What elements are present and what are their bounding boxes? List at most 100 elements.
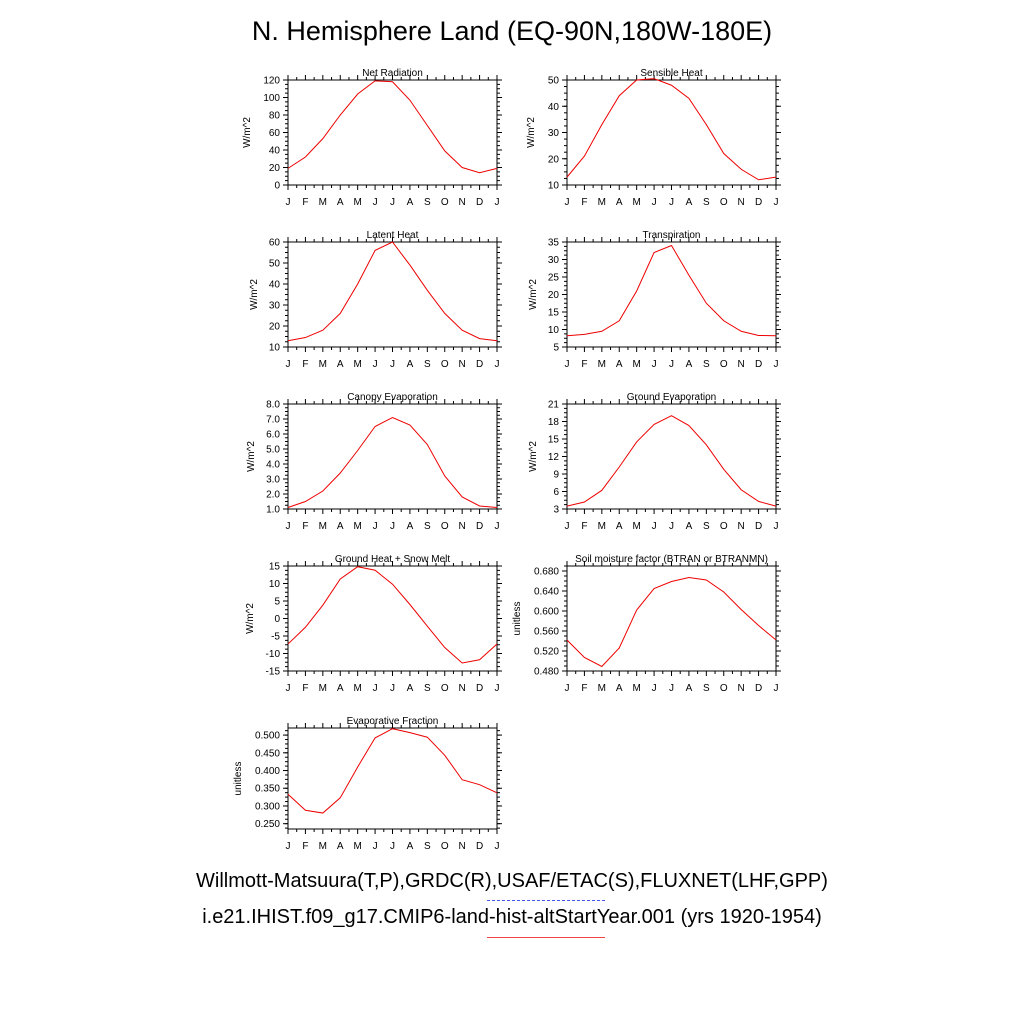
x-tick-label: M [353, 197, 361, 208]
y-tick-label: 6.0 [266, 430, 280, 441]
x-tick-label: J [390, 683, 395, 694]
y-tick-label: 10 [269, 343, 281, 354]
x-tick-label: S [703, 197, 710, 208]
chart-title: Latent Heat [367, 230, 419, 241]
plot-frame [566, 241, 777, 348]
y-tick-label: 100 [263, 93, 280, 104]
x-tick-label: N [459, 359, 466, 370]
y-axis-label: W/m^2 [528, 279, 539, 310]
x-tick-label: J [390, 521, 395, 532]
x-tick-label: A [407, 521, 414, 532]
x-tick-label: J [495, 841, 500, 852]
x-tick-label: F [581, 521, 587, 532]
x-tick-label: S [703, 359, 710, 370]
x-tick-label: S [703, 683, 710, 694]
x-tick-label: O [720, 359, 728, 370]
x-tick-label: J [652, 359, 657, 370]
x-tick-label: D [755, 359, 762, 370]
x-tick-label: O [441, 521, 449, 532]
x-tick-label: F [581, 359, 587, 370]
y-tick-label: 80 [269, 111, 281, 122]
x-tick-label: M [319, 521, 327, 532]
x-tick-label: J [565, 359, 570, 370]
x-tick-label: D [755, 683, 762, 694]
y-tick-label: 60 [269, 128, 281, 139]
x-tick-label: J [286, 841, 291, 852]
x-tick-label: S [703, 521, 710, 532]
x-tick-label: D [476, 521, 483, 532]
x-tick-label: M [353, 521, 361, 532]
x-tick-label: M [598, 521, 606, 532]
series-line [566, 415, 777, 507]
x-tick-label: J [373, 683, 378, 694]
x-tick-label: O [720, 521, 728, 532]
series-line [287, 566, 498, 664]
y-tick-label: 3 [553, 505, 559, 516]
y-tick-label: 0.680 [534, 567, 559, 578]
y-tick-label: 0.350 [255, 784, 280, 795]
y-tick-label: 40 [269, 146, 281, 157]
y-tick-label: 40 [548, 102, 560, 113]
x-tick-label: S [424, 197, 431, 208]
x-tick-label: N [738, 683, 745, 694]
y-tick-label: -5 [271, 632, 280, 643]
x-tick-label: M [632, 197, 640, 208]
x-tick-label: O [441, 197, 449, 208]
x-tick-label: A [407, 841, 414, 852]
legend-model-swatch [487, 937, 605, 938]
x-tick-label: J [669, 359, 674, 370]
y-tick-label: 120 [263, 76, 280, 87]
y-tick-label: 15 [548, 308, 560, 319]
x-tick-label: A [407, 683, 414, 694]
legend-observations-swatch [487, 900, 605, 901]
y-tick-label: 3.0 [266, 475, 280, 486]
x-tick-label: J [373, 841, 378, 852]
y-tick-label: 15 [548, 435, 560, 446]
x-tick-label: N [459, 683, 466, 694]
x-tick-label: D [476, 359, 483, 370]
x-tick-label: A [686, 683, 693, 694]
legend-observations-label: Willmott-Matsuura(T,P),GRDC(R),USAF/ETAC… [196, 870, 828, 892]
x-tick-label: A [337, 683, 344, 694]
chart-title: Sensible Heat [640, 68, 702, 79]
y-tick-label: 9 [553, 470, 559, 481]
x-tick-label: A [616, 683, 623, 694]
plot-frame [287, 79, 498, 186]
chart-title: Net Radiation [362, 68, 423, 79]
x-tick-label: J [495, 197, 500, 208]
y-tick-label: 5.0 [266, 445, 280, 456]
x-tick-label: S [424, 683, 431, 694]
x-tick-label: F [581, 197, 587, 208]
y-tick-label: 40 [269, 280, 281, 291]
plot-frame [566, 79, 777, 186]
y-tick-label: 0.500 [255, 731, 280, 742]
x-tick-label: J [774, 521, 779, 532]
x-tick-label: J [373, 197, 378, 208]
x-tick-label: F [302, 841, 308, 852]
y-tick-label: 50 [269, 259, 281, 270]
x-tick-label: D [476, 683, 483, 694]
x-tick-label: J [669, 521, 674, 532]
y-tick-label: 4.0 [266, 460, 280, 471]
x-tick-label: O [720, 197, 728, 208]
y-tick-label: -10 [266, 649, 281, 660]
x-tick-label: N [459, 841, 466, 852]
y-tick-label: 0.560 [534, 627, 559, 638]
x-tick-label: J [495, 683, 500, 694]
x-tick-label: J [286, 197, 291, 208]
x-tick-label: D [476, 197, 483, 208]
x-tick-label: N [738, 359, 745, 370]
x-tick-label: J [286, 521, 291, 532]
y-tick-label: 0.520 [534, 647, 559, 658]
x-tick-label: A [337, 841, 344, 852]
x-tick-label: A [337, 197, 344, 208]
x-tick-label: J [774, 683, 779, 694]
series-line [287, 80, 498, 174]
series-line [287, 241, 498, 342]
x-tick-label: J [390, 359, 395, 370]
y-tick-label: 20 [548, 154, 560, 165]
x-tick-label: A [616, 359, 623, 370]
x-tick-label: A [337, 521, 344, 532]
